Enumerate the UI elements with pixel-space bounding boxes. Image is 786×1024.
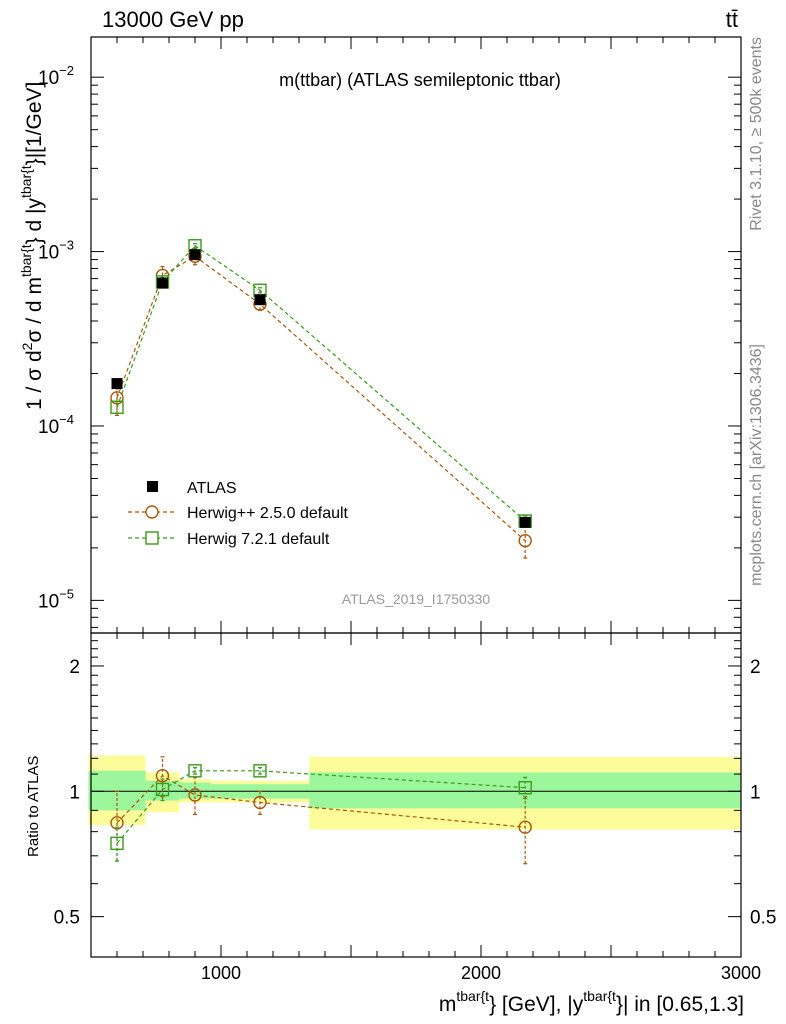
legend-marker-atlas [147, 481, 158, 492]
energy-label: 13000 GeV pp [102, 7, 244, 32]
ratio-y-tick-label: 0.5 [54, 908, 80, 929]
rivet-version-label: Rivet 3.1.10, ≥ 500k events [748, 37, 765, 231]
main-y-tick-label: 10−5 [38, 586, 74, 612]
ratio-y-tick-label-right: 0.5 [750, 908, 776, 929]
x-tick-label: 1000 [201, 963, 241, 983]
ratio-y-tick-label: 2 [69, 657, 80, 678]
ratio-point-herwig-7-2-1-default [253, 764, 267, 778]
ratio-point-herwig-2-5-0-default [518, 820, 532, 834]
legend-label-atlas: ATLAS [187, 480, 237, 497]
data-point-herwig-7-2-1-default [110, 400, 124, 414]
legend-label-herwig7: Herwig 7.2.1 default [187, 531, 330, 548]
main-axis-ticks [90, 37, 742, 633]
main-panel: 10−2 10−3 10−4 10−5 m(ttbar) (ATLAS semilep… [18, 36, 742, 634]
data-point-atlas [189, 249, 201, 261]
legend-entry-atlas: ATLAS [147, 480, 237, 497]
main-y-tick-label: 10−4 [38, 412, 74, 438]
ratio-point-herwig-2-5-0-default [188, 788, 202, 802]
data-point-herwig-2-5-0-default [110, 391, 124, 405]
x-tick-label: 3000 [721, 963, 761, 983]
ratio-point-herwig-7-2-1-default [188, 764, 202, 778]
ratio-y-axis-label: Ratio to ATLAS [25, 756, 42, 857]
main-y-tick-label: 10−2 [38, 63, 74, 89]
main-y-axis-label: 1 / σ d2σ / d mtbar{t} d |ytbar{t}|[1/Ge… [18, 82, 46, 410]
series-line-herwig-2-5-0-default [116, 255, 526, 542]
ratio-point-herwig-7-2-1-default [110, 836, 124, 851]
analysis-id: ATLAS_2019_I1750330 [342, 591, 491, 607]
main-series-layer [110, 239, 532, 559]
data-point-herwig-2-5-0-default [518, 533, 532, 548]
data-point-atlas [254, 294, 266, 306]
ratio-point-herwig-7-2-1-default [155, 782, 170, 797]
x-tick-label: 2000 [461, 963, 501, 983]
data-point-atlas [519, 516, 531, 528]
legend-marker-herwig7 [145, 531, 159, 545]
data-point-atlas [111, 378, 123, 390]
main-y-tick-labels: 10−2 10−3 10−4 10−5 [38, 63, 74, 612]
ratio-band-stat [179, 782, 211, 799]
ratio-axis-ticks [90, 632, 742, 958]
source-label: mcplots.cern.ch [arXiv:1306.3436] [748, 344, 765, 586]
legend-marker-herwigpp [145, 505, 159, 519]
data-point-atlas [157, 277, 168, 289]
x-axis-label: mtbar{t} [GeV], |ytbar{t}| in [0.65,1.3] [439, 988, 744, 1016]
ratio-point-herwig-7-2-1-default [518, 781, 532, 795]
ratio-y-tick-label: 1 [69, 782, 80, 803]
ratio-y-tick-label-right: 2 [750, 657, 761, 678]
ratio-line-herwig-7-2-1-default [116, 770, 526, 844]
ratio-point-herwig-2-5-0-default [155, 769, 170, 783]
main-y-tick-label: 10−3 [38, 238, 74, 264]
legend-entry-herwig7: Herwig 7.2.1 default [128, 531, 330, 548]
series-line-herwig-7-2-1-default [116, 244, 526, 522]
plot-title: m(ttbar) (ATLAS semileptonic ttbar) [279, 70, 561, 90]
ratio-y-tick-labels: 0.5 0.5 1 1 2 2 [54, 657, 777, 929]
process-label: tt̄ [726, 7, 738, 32]
x-tick-labels: 1000 2000 3000 [201, 963, 761, 983]
legend-entry-herwigpp: Herwig++ 2.5.0 default [128, 505, 349, 522]
ratio-point-herwig-2-5-0-default [253, 795, 267, 810]
ratio-line-herwig-2-5-0-default [116, 774, 526, 828]
ratio-y-tick-label-right: 1 [750, 782, 761, 803]
legend-label-herwigpp: Herwig++ 2.5.0 default [187, 505, 349, 522]
legend: ATLAS Herwig++ 2.5.0 default Herwig 7.2.… [128, 480, 349, 548]
ratio-series-layer [110, 756, 532, 865]
ratio-panel: 0.5 0.5 1 1 2 2 1000 2000 3000 Ratio to ATLAS m… [25, 632, 777, 1016]
ratio-bands [88, 755, 741, 830]
ratio-frame [90, 632, 742, 958]
